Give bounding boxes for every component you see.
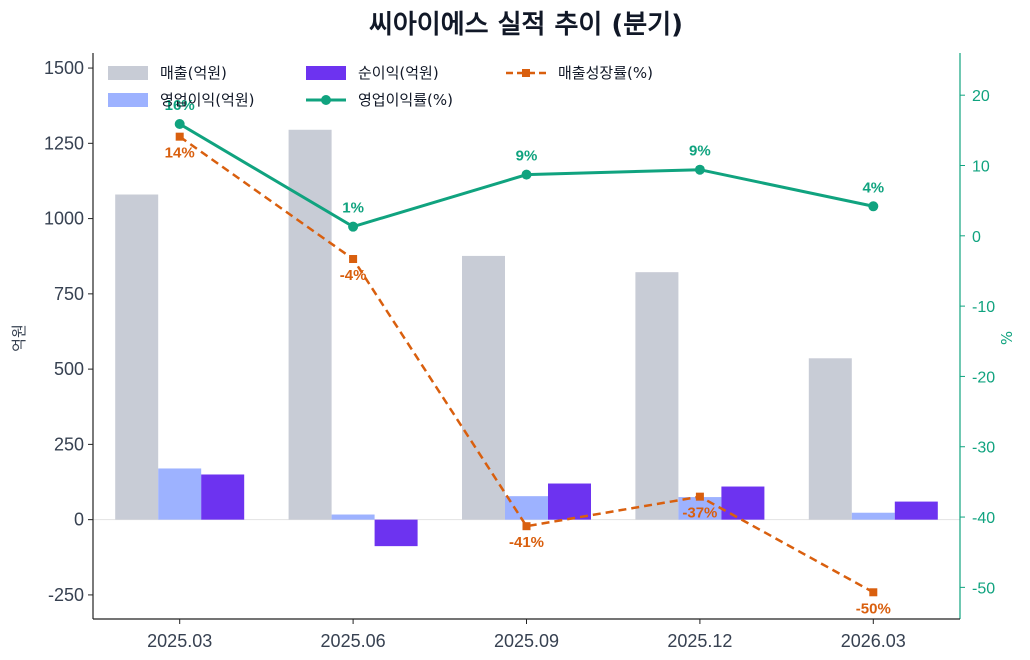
marker-revenue-growth-0: [175, 132, 184, 141]
y-tick-label: 1250: [44, 133, 84, 153]
legend-label-4: 매출성장률(%): [558, 64, 653, 82]
legend-label-1: 영업이익(억원): [160, 91, 255, 109]
y-tick-label: 0: [74, 510, 84, 530]
label-revenue-growth-3: -37%: [682, 505, 717, 522]
bar-revenue-0: [115, 194, 159, 520]
y2-axis-label: %: [998, 331, 1016, 345]
marker-revenue-growth-4: [869, 588, 878, 597]
marker-operating-margin-4: [868, 201, 879, 212]
legend-label-0: 매출(억원): [160, 64, 227, 82]
legend-swatch-2: [306, 66, 346, 80]
marker-revenue-growth-2: [522, 522, 531, 531]
y-tick-label: -250: [48, 585, 84, 605]
marker-revenue-growth-1: [349, 255, 358, 264]
marker-operating-margin-0: [174, 119, 185, 130]
legend-marker-3: [321, 95, 331, 105]
y2-tick-label: -40: [972, 510, 995, 527]
x-tick-label: 2026.03: [841, 631, 906, 651]
y2-tick-label: -20: [972, 369, 995, 386]
x-tick-label: 2025.03: [147, 631, 212, 651]
legend: 매출(억원) 영업이익(억원) 순이익(억원) 영업이익률(%) 매출성장률(%): [108, 64, 653, 109]
bar-operating-profit-0: [158, 468, 202, 520]
bar-operating-profit-4: [851, 512, 895, 520]
label-operating-margin-0: 16%: [165, 97, 195, 114]
bar-net-income-4: [894, 501, 938, 520]
label-revenue-growth-1: -4%: [340, 267, 367, 284]
legend-label-2: 순이익(억원): [358, 64, 439, 82]
y-tick-label: 500: [54, 359, 84, 379]
bar-net-income-3: [721, 486, 765, 520]
marker-operating-margin-3: [694, 164, 705, 175]
legend-label-3: 영업이익률(%): [358, 91, 453, 109]
y-tick-label: 1000: [44, 209, 84, 229]
y2-tick-label: 20: [972, 88, 990, 105]
bar-net-income-0: [201, 474, 245, 520]
marker-operating-margin-1: [348, 221, 359, 232]
marker-operating-margin-2: [521, 169, 532, 180]
plot-area: 16% 1% 9% 9% 4% 14% -4% -41% -37% -50% -250 0 250 500…: [10, 53, 1016, 651]
y2-tick-label: 0: [972, 229, 981, 246]
bar-operating-profit-2: [505, 496, 548, 520]
bar-revenue-3: [635, 272, 679, 520]
marker-revenue-growth-3: [695, 492, 704, 501]
label-operating-margin-4: 4%: [862, 179, 884, 196]
label-operating-margin-2: 9%: [516, 148, 538, 165]
x-tick-label: 2025.09: [494, 631, 559, 651]
label-revenue-growth-0: 14%: [165, 145, 195, 162]
bar-net-income-2: [548, 483, 591, 520]
bar-operating-profit-1: [331, 514, 375, 520]
y-tick-label: 750: [54, 284, 84, 304]
y2-tick-label: -50: [972, 580, 995, 597]
chart-title: 씨아이에스 실적 추이 (분기): [369, 10, 683, 40]
y2-tick-label: -10: [972, 299, 995, 316]
legend-swatch-1: [108, 93, 148, 107]
label-revenue-growth-4: -50%: [856, 600, 891, 617]
y2-tick-label: 10: [972, 158, 990, 175]
bar-revenue-4: [808, 358, 852, 520]
y-tick-label: 1500: [44, 58, 84, 78]
label-revenue-growth-2: -41%: [509, 534, 544, 551]
y2-tick-label: -30: [972, 440, 995, 457]
legend-swatch-0: [108, 66, 148, 80]
bar-revenue-1: [288, 129, 332, 520]
line-revenue-growth: [178, 135, 874, 594]
bar-revenue-2: [462, 255, 505, 520]
y-tick-label: 250: [54, 434, 84, 454]
y-axis-label: 억원: [10, 324, 28, 352]
label-operating-margin-3: 9%: [689, 143, 711, 160]
x-tick-label: 2025.12: [667, 631, 732, 651]
label-operating-margin-1: 1%: [342, 200, 364, 217]
legend-marker-4: [522, 69, 530, 77]
bar-net-income-1: [374, 519, 418, 547]
x-tick-label: 2025.06: [321, 631, 386, 651]
